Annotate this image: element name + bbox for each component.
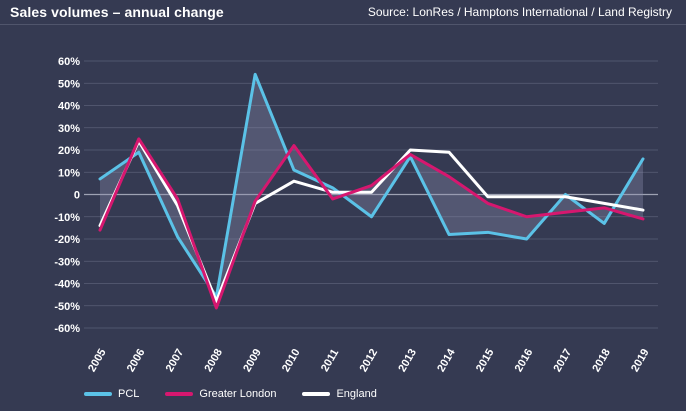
- series-line-pcl: [98, 72, 645, 299]
- chart-title: Sales volumes – annual change: [10, 4, 224, 20]
- y-tick-label: 40%: [58, 101, 80, 113]
- x-tick-label: 2016: [513, 347, 536, 374]
- x-tick-label: 2009: [241, 347, 264, 374]
- legend-item-england: England: [302, 388, 377, 400]
- x-tick-label: 2010: [280, 347, 303, 374]
- x-tick-label: 2007: [164, 347, 187, 374]
- legend-label-england: England: [336, 388, 377, 400]
- x-tick-label: 2013: [396, 347, 419, 374]
- chart-source: Source: LonRes / Hamptons International …: [367, 5, 672, 19]
- chart-header: Sales volumes – annual change Source: Lo…: [0, 0, 686, 25]
- y-tick-label: -50%: [54, 301, 80, 313]
- y-tick-label: 60%: [58, 56, 80, 68]
- legend-item-pcl: PCL: [84, 388, 139, 400]
- x-tick-label: 2006: [125, 347, 148, 374]
- y-tick-label: -40%: [54, 279, 80, 291]
- y-tick-label: -60%: [54, 323, 80, 335]
- chart-legend: PCL Greater London England: [84, 388, 403, 400]
- y-tick-label: -10%: [54, 212, 80, 224]
- y-tick-label: -30%: [54, 256, 80, 268]
- x-tick-label: 2011: [319, 347, 341, 374]
- x-tick-label: 2008: [202, 347, 225, 374]
- x-tick-label: 2017: [552, 347, 575, 374]
- y-tick-label: 30%: [58, 123, 80, 135]
- x-tick-label: 2014: [435, 346, 458, 374]
- y-tick-label: 0: [74, 190, 80, 202]
- y-tick-label: -20%: [54, 234, 80, 246]
- legend-swatch-pcl: [84, 392, 112, 396]
- x-tick-label: 2015: [474, 347, 497, 374]
- legend-label-greater-london: Greater London: [199, 388, 277, 400]
- legend-item-greater-london: Greater London: [165, 388, 276, 400]
- x-tick-label: 2019: [629, 347, 652, 374]
- legend-swatch-england: [302, 392, 331, 396]
- legend-label-pcl: PCL: [118, 388, 140, 400]
- x-tick-label: 2012: [358, 347, 381, 374]
- y-tick-label: 10%: [58, 167, 80, 179]
- x-tick-label: 2018: [590, 347, 613, 374]
- y-tick-label: 50%: [58, 78, 80, 90]
- y-tick-label: 20%: [58, 145, 80, 157]
- x-tick-label: 2005: [86, 347, 109, 374]
- legend-swatch-greater-london: [165, 392, 194, 396]
- series-line-greater-london: [98, 137, 645, 310]
